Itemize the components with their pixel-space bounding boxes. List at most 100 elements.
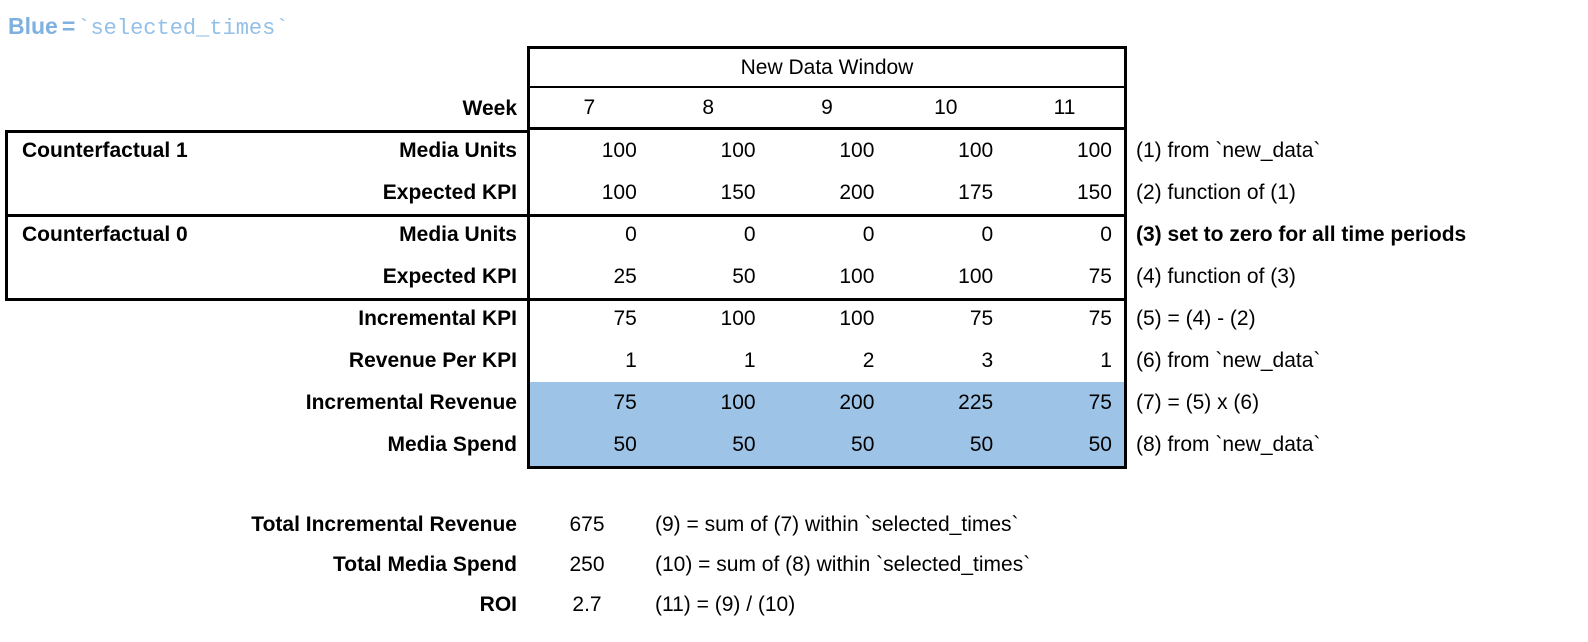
data-cell: 3 xyxy=(981,349,994,372)
data-cell: 50 xyxy=(732,265,756,288)
data-cell: 175 xyxy=(958,181,994,204)
data-cell: 50 xyxy=(1088,433,1112,456)
summary-annotation: (10) = sum of (8) within `selected_times… xyxy=(655,553,1031,576)
data-cell: 0 xyxy=(743,223,756,246)
summary-value: 675 xyxy=(569,513,605,536)
data-cell: 75 xyxy=(969,307,994,330)
summary-section: Total Incremental Revenue 675 (9) = sum … xyxy=(0,505,1588,625)
row-label: Media Spend xyxy=(387,433,517,456)
row-annotation: (5) = (4) - (2) xyxy=(1136,307,1256,330)
legend-color-word: Blue xyxy=(8,13,58,39)
data-cell: 75 xyxy=(613,391,637,414)
summary-row: ROI 2.7 (11) = (9) / (10) xyxy=(0,585,1588,625)
row-data: 1 1 2 3 1 xyxy=(527,340,1127,382)
data-cell: 75 xyxy=(1088,265,1112,288)
row-annotation: (1) from `new_data` xyxy=(1136,139,1321,162)
data-cell: 50 xyxy=(732,433,756,456)
group-label-counterfactual-0: Counterfactual 0 xyxy=(22,223,188,246)
data-cell: 150 xyxy=(1076,181,1112,204)
legend-code-text: `selected_times` xyxy=(77,16,289,41)
data-cell: 100 xyxy=(958,139,994,162)
group-label-empty xyxy=(0,256,300,298)
data-cell: 2 xyxy=(862,349,875,372)
summary-annotation: (9) = sum of (7) within `selected_times` xyxy=(655,513,1019,536)
data-cell: 50 xyxy=(851,433,875,456)
week-row-label: Week xyxy=(462,97,517,120)
row-data: 25 50 100 100 75 xyxy=(527,256,1127,298)
data-cell: 100 xyxy=(601,139,637,162)
legend-equals: = xyxy=(61,13,76,39)
group-box-bottom-border xyxy=(5,298,527,301)
week-number-cells: 7 8 9 10 11 xyxy=(527,88,1127,130)
table-row: Incremental KPI 75 100 100 75 75 (5) = (… xyxy=(0,298,1588,340)
data-cell: 100 xyxy=(720,391,756,414)
header-title-cell: New Data Window xyxy=(527,46,1127,88)
row-annotation: (3) set to zero for all time periods xyxy=(1136,223,1467,246)
row-data-highlighted: 75 100 200 225 75 xyxy=(527,382,1127,424)
table-row: Revenue Per KPI 1 1 2 3 1 (6) from `new_… xyxy=(0,340,1588,382)
data-cell: 100 xyxy=(839,307,875,330)
data-separator-cf0 xyxy=(527,214,1127,217)
table-header-title-row: New Data Window xyxy=(0,46,1588,88)
data-cell: 100 xyxy=(601,181,637,204)
data-cell: 1 xyxy=(1100,349,1112,372)
header-note-spacer xyxy=(1127,46,1588,88)
header-label-spacer xyxy=(300,46,527,88)
week-cell: 8 xyxy=(702,95,715,119)
data-cell: 100 xyxy=(958,265,994,288)
summary-annotation: (11) = (9) / (10) xyxy=(655,593,796,616)
row-label: Incremental KPI xyxy=(358,307,517,330)
summary-label: ROI xyxy=(479,593,517,616)
summary-row: Total Incremental Revenue 675 (9) = sum … xyxy=(0,505,1588,545)
data-cell: 100 xyxy=(839,139,875,162)
row-annotation: (2) function of (1) xyxy=(1136,181,1296,204)
week-cell: 7 xyxy=(583,95,596,119)
row-label: Expected KPI xyxy=(382,265,517,288)
group-box-top-border xyxy=(5,130,527,133)
table-row: Counterfactual 1 Media Units 100 100 100… xyxy=(0,130,1588,172)
group-label-empty xyxy=(0,382,300,424)
row-annotation: (6) from `new_data` xyxy=(1136,349,1321,372)
row-annotation: (7) = (5) x (6) xyxy=(1136,391,1260,414)
row-data: 100 150 200 175 150 xyxy=(527,172,1127,214)
data-cell: 25 xyxy=(613,265,637,288)
data-cell: 100 xyxy=(839,265,875,288)
group-label-counterfactual-1: Counterfactual 1 xyxy=(22,139,188,162)
week-note-spacer xyxy=(1127,88,1588,130)
summary-row: Total Media Spend 250 (10) = sum of (8) … xyxy=(0,545,1588,585)
row-label: Revenue Per KPI xyxy=(348,349,517,372)
group-label-empty xyxy=(0,424,300,466)
data-cell: 150 xyxy=(720,181,756,204)
table-row: Counterfactual 0 Media Units 0 0 0 0 0 (… xyxy=(0,214,1588,256)
data-separator-incremental xyxy=(527,298,1127,301)
group-label-empty xyxy=(0,340,300,382)
header-group-spacer xyxy=(0,46,300,88)
week-cell: 10 xyxy=(934,95,958,119)
summary-value: 2.7 xyxy=(572,593,602,616)
row-label: Media Units xyxy=(399,139,517,162)
row-label: Media Units xyxy=(399,223,517,246)
counterfactual-table: New Data Window Week 7 8 9 10 11 Counter… xyxy=(0,46,1588,466)
summary-label: Total Media Spend xyxy=(333,553,517,576)
table-header-week-row: Week 7 8 9 10 11 xyxy=(0,88,1588,130)
row-label: Expected KPI xyxy=(382,181,517,204)
row-data: 0 0 0 0 0 xyxy=(527,214,1127,256)
data-cell: 100 xyxy=(1076,139,1112,162)
row-data: 100 100 100 100 100 xyxy=(527,130,1127,172)
data-cell: 75 xyxy=(1088,307,1112,330)
group-box-left-border xyxy=(5,130,8,301)
data-cell: 0 xyxy=(862,223,875,246)
row-annotation: (4) function of (3) xyxy=(1136,265,1296,288)
data-cell: 1 xyxy=(625,349,637,372)
row-label: Incremental Revenue xyxy=(305,391,517,414)
row-annotation: (8) from `new_data` xyxy=(1136,433,1321,456)
table-bottom-border xyxy=(527,466,1127,469)
summary-label: Total Incremental Revenue xyxy=(251,513,517,536)
data-cell: 50 xyxy=(969,433,994,456)
data-cell: 200 xyxy=(839,391,875,414)
data-cell: 100 xyxy=(720,139,756,162)
legend: Blue =`selected_times` xyxy=(8,12,289,43)
data-cell: 225 xyxy=(958,391,994,414)
row-data: 75 100 100 75 75 xyxy=(527,298,1127,340)
table-row: Incremental Revenue 75 100 200 225 75 (7… xyxy=(0,382,1588,424)
